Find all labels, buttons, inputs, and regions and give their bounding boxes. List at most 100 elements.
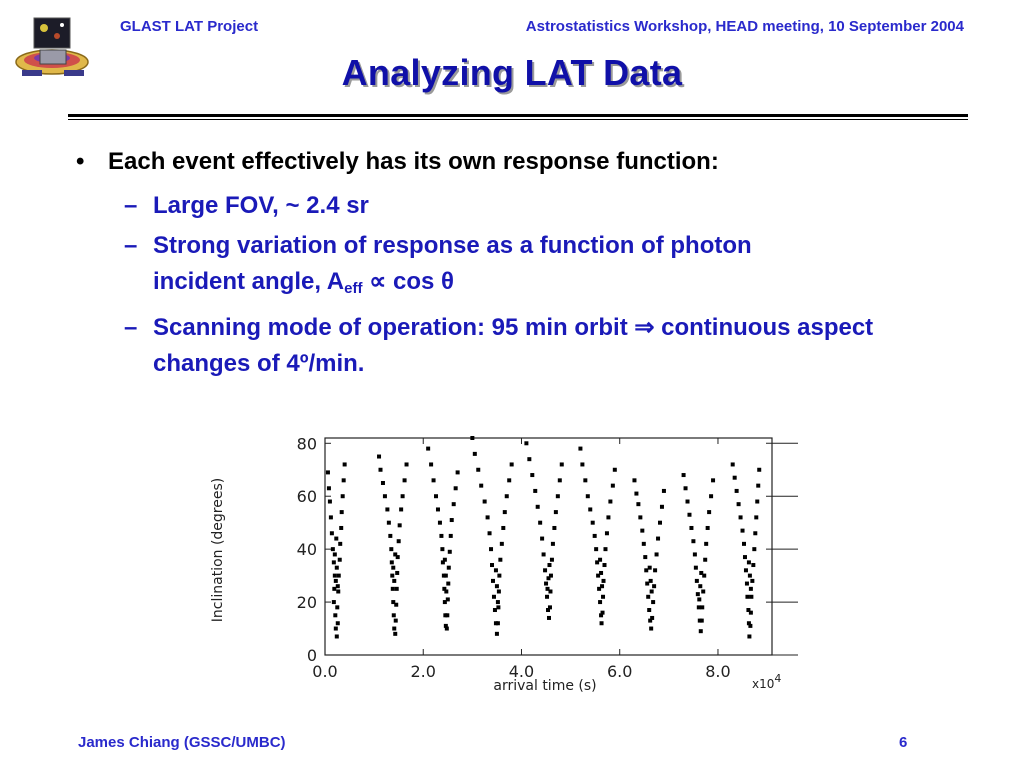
- data-point: [338, 541, 343, 546]
- data-point: [541, 552, 546, 557]
- data-point: [751, 563, 756, 568]
- data-point: [495, 600, 500, 605]
- x-tick-label: 0.0: [312, 662, 337, 681]
- data-point: [391, 565, 396, 570]
- data-point: [445, 597, 450, 602]
- data-point: [335, 605, 340, 610]
- data-point: [395, 555, 400, 560]
- data-point: [547, 563, 552, 568]
- bullet-marker: •: [76, 148, 85, 175]
- data-point: [648, 618, 653, 623]
- sub-bullet-fov-text: Large FOV, ~ 2.4 sr: [153, 192, 369, 219]
- data-point: [527, 457, 532, 462]
- data-point: [652, 584, 657, 589]
- data-point: [602, 563, 607, 568]
- data-point: [648, 578, 653, 583]
- data-point: [601, 594, 606, 599]
- data-point: [559, 462, 564, 467]
- data-point: [496, 605, 501, 610]
- data-point: [499, 541, 504, 546]
- data-point: [476, 467, 481, 472]
- data-point: [658, 520, 663, 525]
- data-point: [533, 488, 538, 493]
- data-point: [600, 610, 605, 615]
- data-point: [382, 494, 387, 499]
- data-point: [742, 555, 747, 560]
- data-point: [595, 560, 600, 565]
- data-point: [479, 483, 484, 488]
- data-point: [444, 589, 449, 594]
- data-point: [328, 515, 333, 520]
- data-point: [638, 515, 643, 520]
- data-point: [386, 520, 391, 525]
- data-point: [394, 602, 399, 607]
- plot-border: [324, 437, 773, 656]
- main-bullet-text: Each event effectively has its own respo…: [108, 148, 719, 175]
- data-point: [331, 600, 336, 605]
- page-number: 6: [899, 734, 908, 751]
- data-point: [380, 480, 385, 485]
- data-point: [504, 494, 509, 499]
- data-point: [647, 565, 652, 570]
- data-point: [699, 570, 704, 575]
- data-point: [507, 478, 512, 483]
- data-point: [646, 594, 651, 599]
- data-point: [470, 436, 475, 440]
- data-point: [342, 462, 347, 467]
- data-point: [329, 531, 334, 536]
- data-point: [333, 613, 338, 618]
- data-point: [341, 478, 346, 483]
- data-point: [700, 605, 705, 610]
- data-point: [656, 536, 661, 541]
- x-tick-label: 6.0: [607, 662, 632, 681]
- data-point: [745, 594, 750, 599]
- data-point: [697, 597, 702, 602]
- data-point: [596, 573, 601, 578]
- data-point: [647, 608, 652, 613]
- data-point: [606, 515, 611, 520]
- data-point: [547, 605, 552, 610]
- data-point: [442, 557, 447, 562]
- data-point: [482, 499, 487, 504]
- data-point: [335, 584, 340, 589]
- data-point: [451, 502, 456, 507]
- data-point: [681, 473, 686, 478]
- data-point: [594, 547, 599, 552]
- data-point: [388, 533, 393, 538]
- data-point: [446, 581, 451, 586]
- data-point: [649, 589, 654, 594]
- data-point: [632, 478, 637, 483]
- data-point: [395, 570, 400, 575]
- data-point: [391, 613, 396, 618]
- x-multiplier-exp: 4: [774, 672, 781, 685]
- data-point: [333, 626, 338, 631]
- data-point: [608, 499, 613, 504]
- data-point: [659, 504, 664, 509]
- y-tick-label: 60: [297, 487, 317, 506]
- data-point: [496, 589, 501, 594]
- data-point: [501, 525, 506, 530]
- y-tick-label: 40: [297, 540, 317, 559]
- data-point: [598, 557, 603, 562]
- data-point: [336, 589, 341, 594]
- data-point: [448, 533, 453, 538]
- data-point: [390, 586, 395, 591]
- data-point: [550, 541, 555, 546]
- x-multiplier-base: x10: [752, 677, 774, 691]
- data-point: [740, 528, 745, 533]
- data-point: [709, 494, 714, 499]
- data-point: [443, 573, 448, 578]
- data-point: [535, 504, 540, 509]
- data-point: [736, 502, 741, 507]
- data-point: [698, 584, 703, 589]
- data-point: [588, 507, 593, 512]
- title-rule-thin: [68, 119, 968, 120]
- data-point: [440, 547, 445, 552]
- data-point: [583, 478, 588, 483]
- data-point: [641, 541, 646, 546]
- data-point: [391, 600, 396, 605]
- data-point: [683, 486, 688, 491]
- data-point: [696, 605, 701, 610]
- data-point: [699, 618, 704, 623]
- data-point: [378, 467, 383, 472]
